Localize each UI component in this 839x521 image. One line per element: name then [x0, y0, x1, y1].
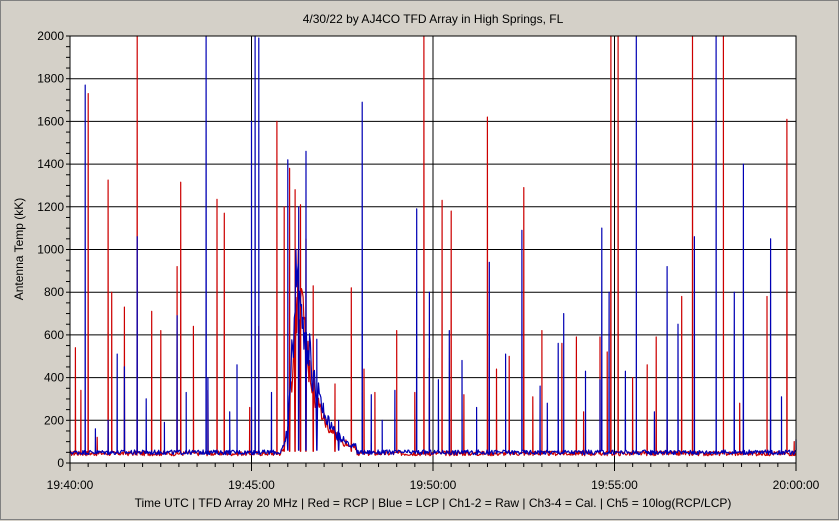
y-tick-label: 2000	[37, 29, 64, 43]
chart-title: 4/30/22 by AJ4CO TFD Array in High Sprin…	[303, 12, 564, 26]
series-line-lcp	[69, 35, 797, 456]
x-tick-label: 20:00:00	[773, 478, 820, 492]
y-tick-label: 1800	[37, 72, 64, 86]
plot-border	[69, 35, 797, 464]
y-tick-label: 1200	[37, 200, 64, 214]
x-tick-label: 19:50:00	[410, 478, 457, 492]
x-tick-label: 19:55:00	[591, 478, 638, 492]
y-tick-label: 400	[44, 371, 64, 385]
y-tick-label: 1400	[37, 157, 64, 171]
y-tick-label: 600	[44, 328, 64, 342]
y-tick-label: 800	[44, 285, 64, 299]
x-tick-label: 19:45:00	[228, 478, 275, 492]
axes-layer: 0 200 400 600 800 1000 1200 1400 1600 1800 2000 19:…	[37, 29, 819, 492]
y-tick-label: 200	[44, 413, 64, 427]
series-layer	[69, 35, 797, 457]
y-axis-label: Antenna Temp (kK)	[12, 198, 26, 301]
y-tick-label: 1600	[37, 114, 64, 128]
y-tick-label: 0	[57, 456, 64, 470]
x-tick-label: 19:40:00	[47, 478, 94, 492]
chart-footer: Time UTC | TFD Array 20 MHz | Red = RCP …	[135, 496, 732, 510]
y-tick-label: 1000	[37, 243, 64, 257]
